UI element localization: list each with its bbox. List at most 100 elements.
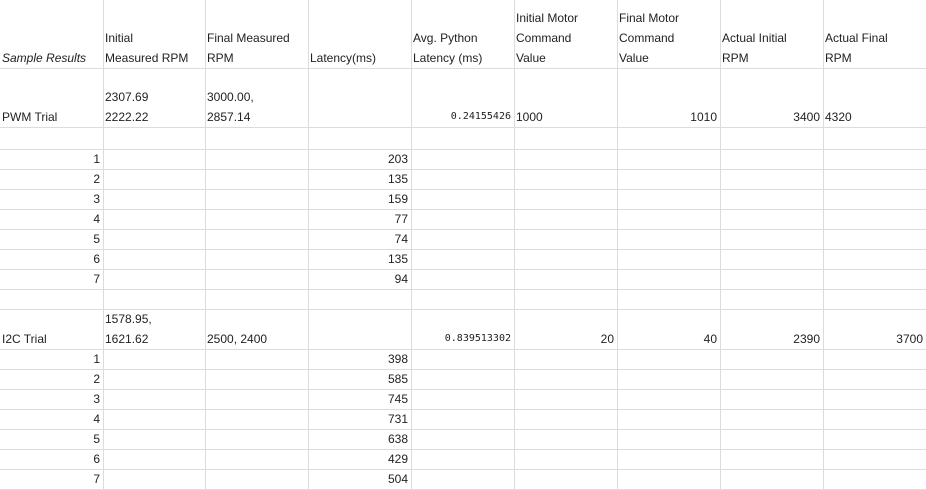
sample-number-cell[interactable]: 7	[93, 272, 100, 286]
empty-cell[interactable]	[514, 270, 617, 289]
empty-cell[interactable]	[411, 170, 514, 189]
empty-cell[interactable]	[411, 410, 514, 429]
empty-cell[interactable]	[720, 370, 823, 389]
empty-cell[interactable]	[411, 450, 514, 469]
empty-cell[interactable]	[205, 170, 308, 189]
sample-number-cell[interactable]: 2	[93, 172, 100, 186]
i2c-actual-initial-rpm[interactable]: 2390	[793, 332, 820, 346]
pwm-initial-measured-rpm[interactable]: 2307.69 2222.22	[105, 90, 149, 124]
empty-cell[interactable]	[103, 470, 205, 489]
header-actual-initial-rpm[interactable]: Actual Initial RPM	[722, 31, 787, 65]
empty-cell[interactable]	[514, 390, 617, 409]
empty-cell[interactable]	[205, 470, 308, 489]
empty-cell[interactable]	[411, 430, 514, 449]
empty-cell[interactable]	[617, 150, 720, 169]
empty-cell[interactable]	[514, 450, 617, 469]
empty-cell[interactable]	[514, 410, 617, 429]
empty-cell[interactable]	[205, 150, 308, 169]
latency-value-cell[interactable]: 159	[387, 192, 408, 206]
pwm-avg-python-latency[interactable]: 0.24155426	[450, 111, 511, 122]
header-initial-measured-rpm[interactable]: Initial Measured RPM	[105, 31, 189, 65]
empty-cell[interactable]	[617, 350, 720, 369]
empty-cell[interactable]	[514, 430, 617, 449]
i2c-initial-measured-rpm[interactable]: 1578.95, 1621.62	[105, 312, 152, 346]
i2c-trial-label[interactable]: I2C Trial	[2, 332, 47, 346]
empty-cell[interactable]	[823, 210, 926, 229]
empty-cell[interactable]	[720, 250, 823, 269]
empty-row[interactable]	[0, 290, 926, 310]
sample-number-cell[interactable]: 3	[93, 192, 100, 206]
empty-cell[interactable]	[514, 210, 617, 229]
latency-value-cell[interactable]: 74	[394, 232, 408, 246]
empty-cell[interactable]	[205, 230, 308, 249]
empty-cell[interactable]	[617, 210, 720, 229]
latency-value-cell[interactable]: 585	[387, 372, 408, 386]
i2c-actual-final-rpm[interactable]: 3700	[896, 332, 923, 346]
empty-cell[interactable]	[103, 370, 205, 389]
empty-cell[interactable]	[514, 230, 617, 249]
sample-number-cell[interactable]: 3	[93, 392, 100, 406]
empty-cell[interactable]	[617, 430, 720, 449]
header-final-motor-command[interactable]: Final Motor Command Value	[619, 11, 680, 65]
latency-value-cell[interactable]: 731	[387, 412, 408, 426]
empty-cell[interactable]	[205, 270, 308, 289]
latency-value-cell[interactable]: 77	[394, 212, 408, 226]
empty-cell[interactable]	[205, 430, 308, 449]
latency-value-cell[interactable]: 203	[387, 152, 408, 166]
sample-number-cell[interactable]: 6	[93, 452, 100, 466]
sample-number-cell[interactable]: 2	[93, 372, 100, 386]
empty-cell[interactable]	[205, 190, 308, 209]
empty-cell[interactable]	[617, 390, 720, 409]
empty-cell[interactable]	[411, 370, 514, 389]
empty-cell[interactable]	[411, 150, 514, 169]
empty-cell[interactable]	[103, 350, 205, 369]
sample-number-cell[interactable]: 6	[93, 252, 100, 266]
empty-cell[interactable]	[823, 170, 926, 189]
empty-cell[interactable]	[514, 350, 617, 369]
sample-number-cell[interactable]: 7	[93, 472, 100, 486]
empty-cell[interactable]	[720, 390, 823, 409]
header-actual-final-rpm[interactable]: Actual Final RPM	[825, 31, 888, 65]
empty-cell[interactable]	[411, 250, 514, 269]
latency-value-cell[interactable]: 745	[387, 392, 408, 406]
empty-cell[interactable]	[617, 410, 720, 429]
empty-cell[interactable]	[411, 470, 514, 489]
sample-number-cell[interactable]: 1	[93, 352, 100, 366]
latency-value-cell[interactable]: 135	[387, 252, 408, 266]
header-latency[interactable]: Latency(ms)	[310, 51, 377, 65]
pwm-trial-label[interactable]: PWM Trial	[2, 110, 58, 124]
latency-value-cell[interactable]: 135	[387, 172, 408, 186]
empty-cell[interactable]	[823, 270, 926, 289]
sample-number-cell[interactable]: 5	[93, 232, 100, 246]
empty-cell[interactable]	[720, 270, 823, 289]
empty-cell[interactable]	[823, 390, 926, 409]
empty-cell[interactable]	[617, 470, 720, 489]
empty-cell[interactable]	[103, 170, 205, 189]
empty-cell[interactable]	[720, 170, 823, 189]
empty-cell[interactable]	[514, 150, 617, 169]
empty-cell[interactable]	[823, 230, 926, 249]
sample-number-cell[interactable]: 4	[93, 412, 100, 426]
header-final-measured-rpm[interactable]: Final Measured RPM	[207, 31, 290, 65]
i2c-final-motor-command[interactable]: 40	[703, 332, 717, 346]
empty-cell[interactable]	[205, 390, 308, 409]
empty-cell[interactable]	[823, 370, 926, 389]
i2c-latency-cell[interactable]	[308, 310, 411, 349]
empty-cell[interactable]	[103, 270, 205, 289]
empty-cell[interactable]	[103, 430, 205, 449]
empty-cell[interactable]	[617, 270, 720, 289]
pwm-latency-cell[interactable]	[308, 69, 411, 127]
latency-value-cell[interactable]: 429	[387, 452, 408, 466]
empty-cell[interactable]	[103, 190, 205, 209]
latency-value-cell[interactable]: 94	[394, 272, 408, 286]
empty-cell[interactable]	[720, 410, 823, 429]
empty-cell[interactable]	[617, 170, 720, 189]
sample-number-cell[interactable]: 4	[93, 212, 100, 226]
empty-cell[interactable]	[720, 190, 823, 209]
header-avg-python-latency[interactable]: Avg. Python Latency (ms)	[413, 31, 483, 65]
empty-cell[interactable]	[823, 190, 926, 209]
pwm-actual-final-rpm[interactable]: 4320	[825, 110, 852, 124]
empty-cell[interactable]	[205, 410, 308, 429]
empty-cell[interactable]	[103, 150, 205, 169]
